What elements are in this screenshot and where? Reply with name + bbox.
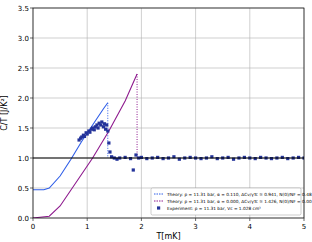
tick-label: 3 bbox=[193, 223, 197, 231]
point bbox=[107, 141, 110, 144]
tick bbox=[30, 158, 33, 159]
grid-line bbox=[195, 8, 196, 218]
tick bbox=[30, 38, 33, 39]
point bbox=[108, 150, 111, 153]
tick bbox=[30, 68, 33, 69]
grid-line bbox=[33, 38, 304, 39]
tick-label: 0.0 bbox=[18, 215, 29, 223]
tick bbox=[30, 218, 33, 219]
point bbox=[88, 131, 91, 134]
point bbox=[105, 123, 108, 126]
y-axis-label: C/T [J/K²] bbox=[0, 95, 9, 130]
tick bbox=[87, 218, 88, 221]
frame bbox=[33, 8, 304, 218]
grid-line bbox=[33, 98, 304, 99]
tick bbox=[30, 128, 33, 129]
tick bbox=[141, 218, 142, 221]
tick bbox=[304, 218, 305, 221]
chart: 0 1 2 3 4 5 0.0 0.5 1.0 1.5 2.0 2.5 3.0 3.5 T[mK] C/T [… bbox=[0, 0, 312, 242]
line bbox=[33, 103, 108, 190]
tick-label: 3.0 bbox=[18, 35, 29, 43]
legend-label: Theory: p = 11.31 bar, α = 0.000, ΔCv/γT… bbox=[166, 199, 312, 204]
point bbox=[134, 153, 137, 156]
tick bbox=[30, 188, 33, 189]
point bbox=[106, 129, 109, 132]
tick-label: 0 bbox=[31, 223, 35, 231]
legend-marker bbox=[154, 201, 164, 202]
legend-label: Experiment: p = 11.31 bar, Vc = 1.028 cm… bbox=[167, 206, 261, 211]
tick-label: 2 bbox=[139, 223, 143, 231]
tick-label: 1.5 bbox=[18, 125, 29, 133]
drop-line bbox=[137, 74, 138, 158]
tick-label: 4 bbox=[248, 223, 253, 231]
tick bbox=[30, 98, 33, 99]
grid-line bbox=[33, 68, 304, 69]
point bbox=[96, 126, 99, 129]
tick bbox=[249, 218, 250, 221]
x-axis-label: T[mK] bbox=[155, 232, 180, 241]
tick-label: 2.5 bbox=[18, 65, 29, 73]
tick bbox=[30, 8, 33, 9]
legend-marker bbox=[154, 194, 164, 195]
tick-label: 1 bbox=[85, 223, 89, 231]
tick-label: 2.0 bbox=[18, 95, 29, 103]
point bbox=[93, 128, 96, 131]
grid-line bbox=[33, 128, 304, 129]
grid-line bbox=[141, 8, 142, 218]
grid-line bbox=[87, 8, 88, 218]
tick-label: 5 bbox=[302, 223, 306, 231]
legend-marker bbox=[157, 206, 160, 209]
grid-line bbox=[33, 158, 304, 159]
line bbox=[33, 74, 137, 218]
grid-line bbox=[249, 8, 250, 218]
tick-label: 1.0 bbox=[18, 155, 29, 163]
legend-label: Theory: p = 11.31 bar, α = 0.110, ΔCv/γT… bbox=[166, 192, 312, 197]
tick bbox=[33, 218, 34, 221]
reference-line bbox=[33, 157, 304, 158]
legend: Theory: p = 11.31 bar, α = 0.110, ΔCv/γT… bbox=[151, 188, 312, 215]
point bbox=[132, 168, 135, 171]
tick-label: 0.5 bbox=[18, 185, 29, 193]
tick-label: 3.5 bbox=[18, 5, 29, 13]
tick bbox=[195, 218, 196, 221]
